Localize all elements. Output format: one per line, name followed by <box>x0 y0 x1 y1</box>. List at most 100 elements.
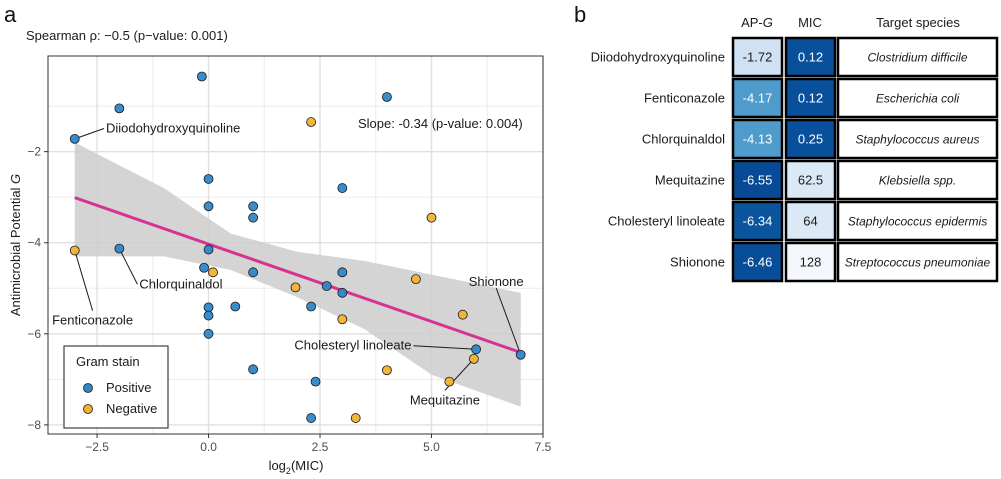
y-tick-label: −4 <box>27 236 41 250</box>
data-point-positive <box>114 103 125 114</box>
data-point-positive <box>114 243 125 254</box>
species-cell <box>836 200 999 242</box>
data-point-negative <box>411 274 421 285</box>
apg-cell <box>731 200 784 242</box>
table-row: Shionone -6.46 128 Streptococcus pneumoniae <box>670 241 999 283</box>
panel-b-letter: b <box>574 2 586 27</box>
data-point-positive <box>306 413 317 423</box>
data-point-positive <box>515 349 526 360</box>
row-compound-label: Mequitazine <box>655 173 725 188</box>
mic-cell <box>784 200 837 242</box>
regression-line <box>74 196 522 354</box>
annotation-label: Diiodohydroxyquinoline <box>106 121 240 136</box>
data-point-positive <box>230 301 241 312</box>
species-cell <box>836 36 999 78</box>
data-point-negative <box>457 309 468 320</box>
table-row: Fenticonazole -4.17 0.12 Escherichia coli <box>644 77 999 119</box>
annotation-leader <box>74 250 94 311</box>
x-tick-label: 7.5 <box>535 440 552 454</box>
data-point-positive <box>203 201 214 212</box>
data-point-positive <box>203 302 214 313</box>
mic-cell <box>784 118 837 160</box>
apg-value: -4.13 <box>743 132 773 147</box>
mic-cell <box>784 159 837 201</box>
x-tick-label: 2.5 <box>312 440 329 454</box>
data-point-positive <box>203 310 214 321</box>
species-value: Escherichia coli <box>876 92 960 106</box>
data-point-negative <box>444 376 455 387</box>
annotation-label: Fenticonazole <box>52 313 133 328</box>
data-point-positive <box>248 267 259 278</box>
data-point-positive <box>203 174 214 184</box>
data-point-positive <box>248 201 259 212</box>
data-point-positive <box>306 301 317 312</box>
legend-positive-swatch <box>83 383 93 393</box>
plot-border <box>47 55 544 435</box>
legend-box <box>63 345 169 429</box>
row-compound-label: Diiodohydroxyquinoline <box>591 50 725 65</box>
annotation-label: Mequitazine <box>410 392 480 407</box>
x-axis-title: log2(MIC) <box>269 458 324 476</box>
data-point-negative <box>306 117 317 127</box>
table-row: Diiodohydroxyquinoline -1.72 0.12 Clostridi… <box>591 36 999 78</box>
apg-value: -6.46 <box>743 255 773 270</box>
data-point-negative <box>426 212 437 223</box>
mic-value: 0.12 <box>798 50 823 65</box>
table-row: Chlorquinaldol -4.13 0.25 Staphylococcus au… <box>642 118 999 160</box>
apg-cell <box>731 36 784 78</box>
header-apg: AP-G <box>741 15 773 30</box>
data-point-negative <box>69 245 80 256</box>
apg-value: -6.55 <box>743 173 773 188</box>
data-points <box>69 71 526 423</box>
x-tick-label: 0.0 <box>200 440 217 454</box>
mic-value: 62.5 <box>798 173 823 188</box>
table-row: Cholesteryl linoleate -6.34 64 Staphylococc… <box>608 200 999 242</box>
y-axis-title: Antimicrobial Potential G <box>8 174 23 316</box>
data-point-positive <box>471 344 482 355</box>
row-compound-label: Cholesteryl linoleate <box>608 214 725 229</box>
data-point-positive <box>382 92 392 102</box>
header-target-species: Target species <box>876 15 960 30</box>
row-compound-label: Shionone <box>670 255 725 270</box>
mic-value: 0.12 <box>798 91 823 106</box>
legend-positive-label: Positive <box>106 380 152 395</box>
data-point-positive <box>337 183 348 193</box>
y-axis-ticks: −8 −6 −4 −2 <box>27 145 48 432</box>
data-point-positive <box>337 287 348 298</box>
data-point-negative <box>468 353 479 364</box>
data-point-positive <box>248 212 259 223</box>
legend-negative-swatch <box>83 404 93 414</box>
mic-cell <box>784 36 837 78</box>
annotation-label: Shionone <box>469 274 524 289</box>
species-cell <box>836 77 999 119</box>
apg-cell <box>731 118 784 160</box>
data-point-positive <box>321 281 332 291</box>
mic-cell <box>784 241 837 283</box>
legend-title: Gram stain <box>76 354 140 369</box>
data-point-negative <box>350 413 361 423</box>
slope-label: Slope: -0.34 (p-value: 0.004) <box>358 116 523 131</box>
row-compound-label: Chlorquinaldol <box>642 132 725 147</box>
data-point-positive <box>203 244 214 255</box>
table-row: Mequitazine -6.55 62.5 Klebsiella spp. <box>655 159 999 201</box>
mic-value: 128 <box>800 255 822 270</box>
species-value: Clostridium difficile <box>867 51 967 65</box>
species-cell <box>836 159 999 201</box>
row-compound-label: Fenticonazole <box>644 91 725 106</box>
summary-table: Diiodohydroxyquinoline -1.72 0.12 Clostridi… <box>591 36 999 283</box>
apg-cell <box>731 159 784 201</box>
annotation-leader <box>74 128 105 140</box>
mic-value: 0.25 <box>798 132 823 147</box>
annotation-leader <box>413 345 477 350</box>
data-point-positive <box>203 328 214 339</box>
data-point-negative <box>382 365 392 376</box>
apg-cell <box>731 77 784 119</box>
annotation-leaders <box>74 128 522 391</box>
y-tick-label: −8 <box>27 418 41 432</box>
annotation-leader <box>495 287 522 355</box>
data-point-positive <box>337 267 348 278</box>
header-mic: MIC <box>798 15 822 30</box>
data-point-positive <box>69 133 80 144</box>
data-point-negative <box>290 282 301 293</box>
